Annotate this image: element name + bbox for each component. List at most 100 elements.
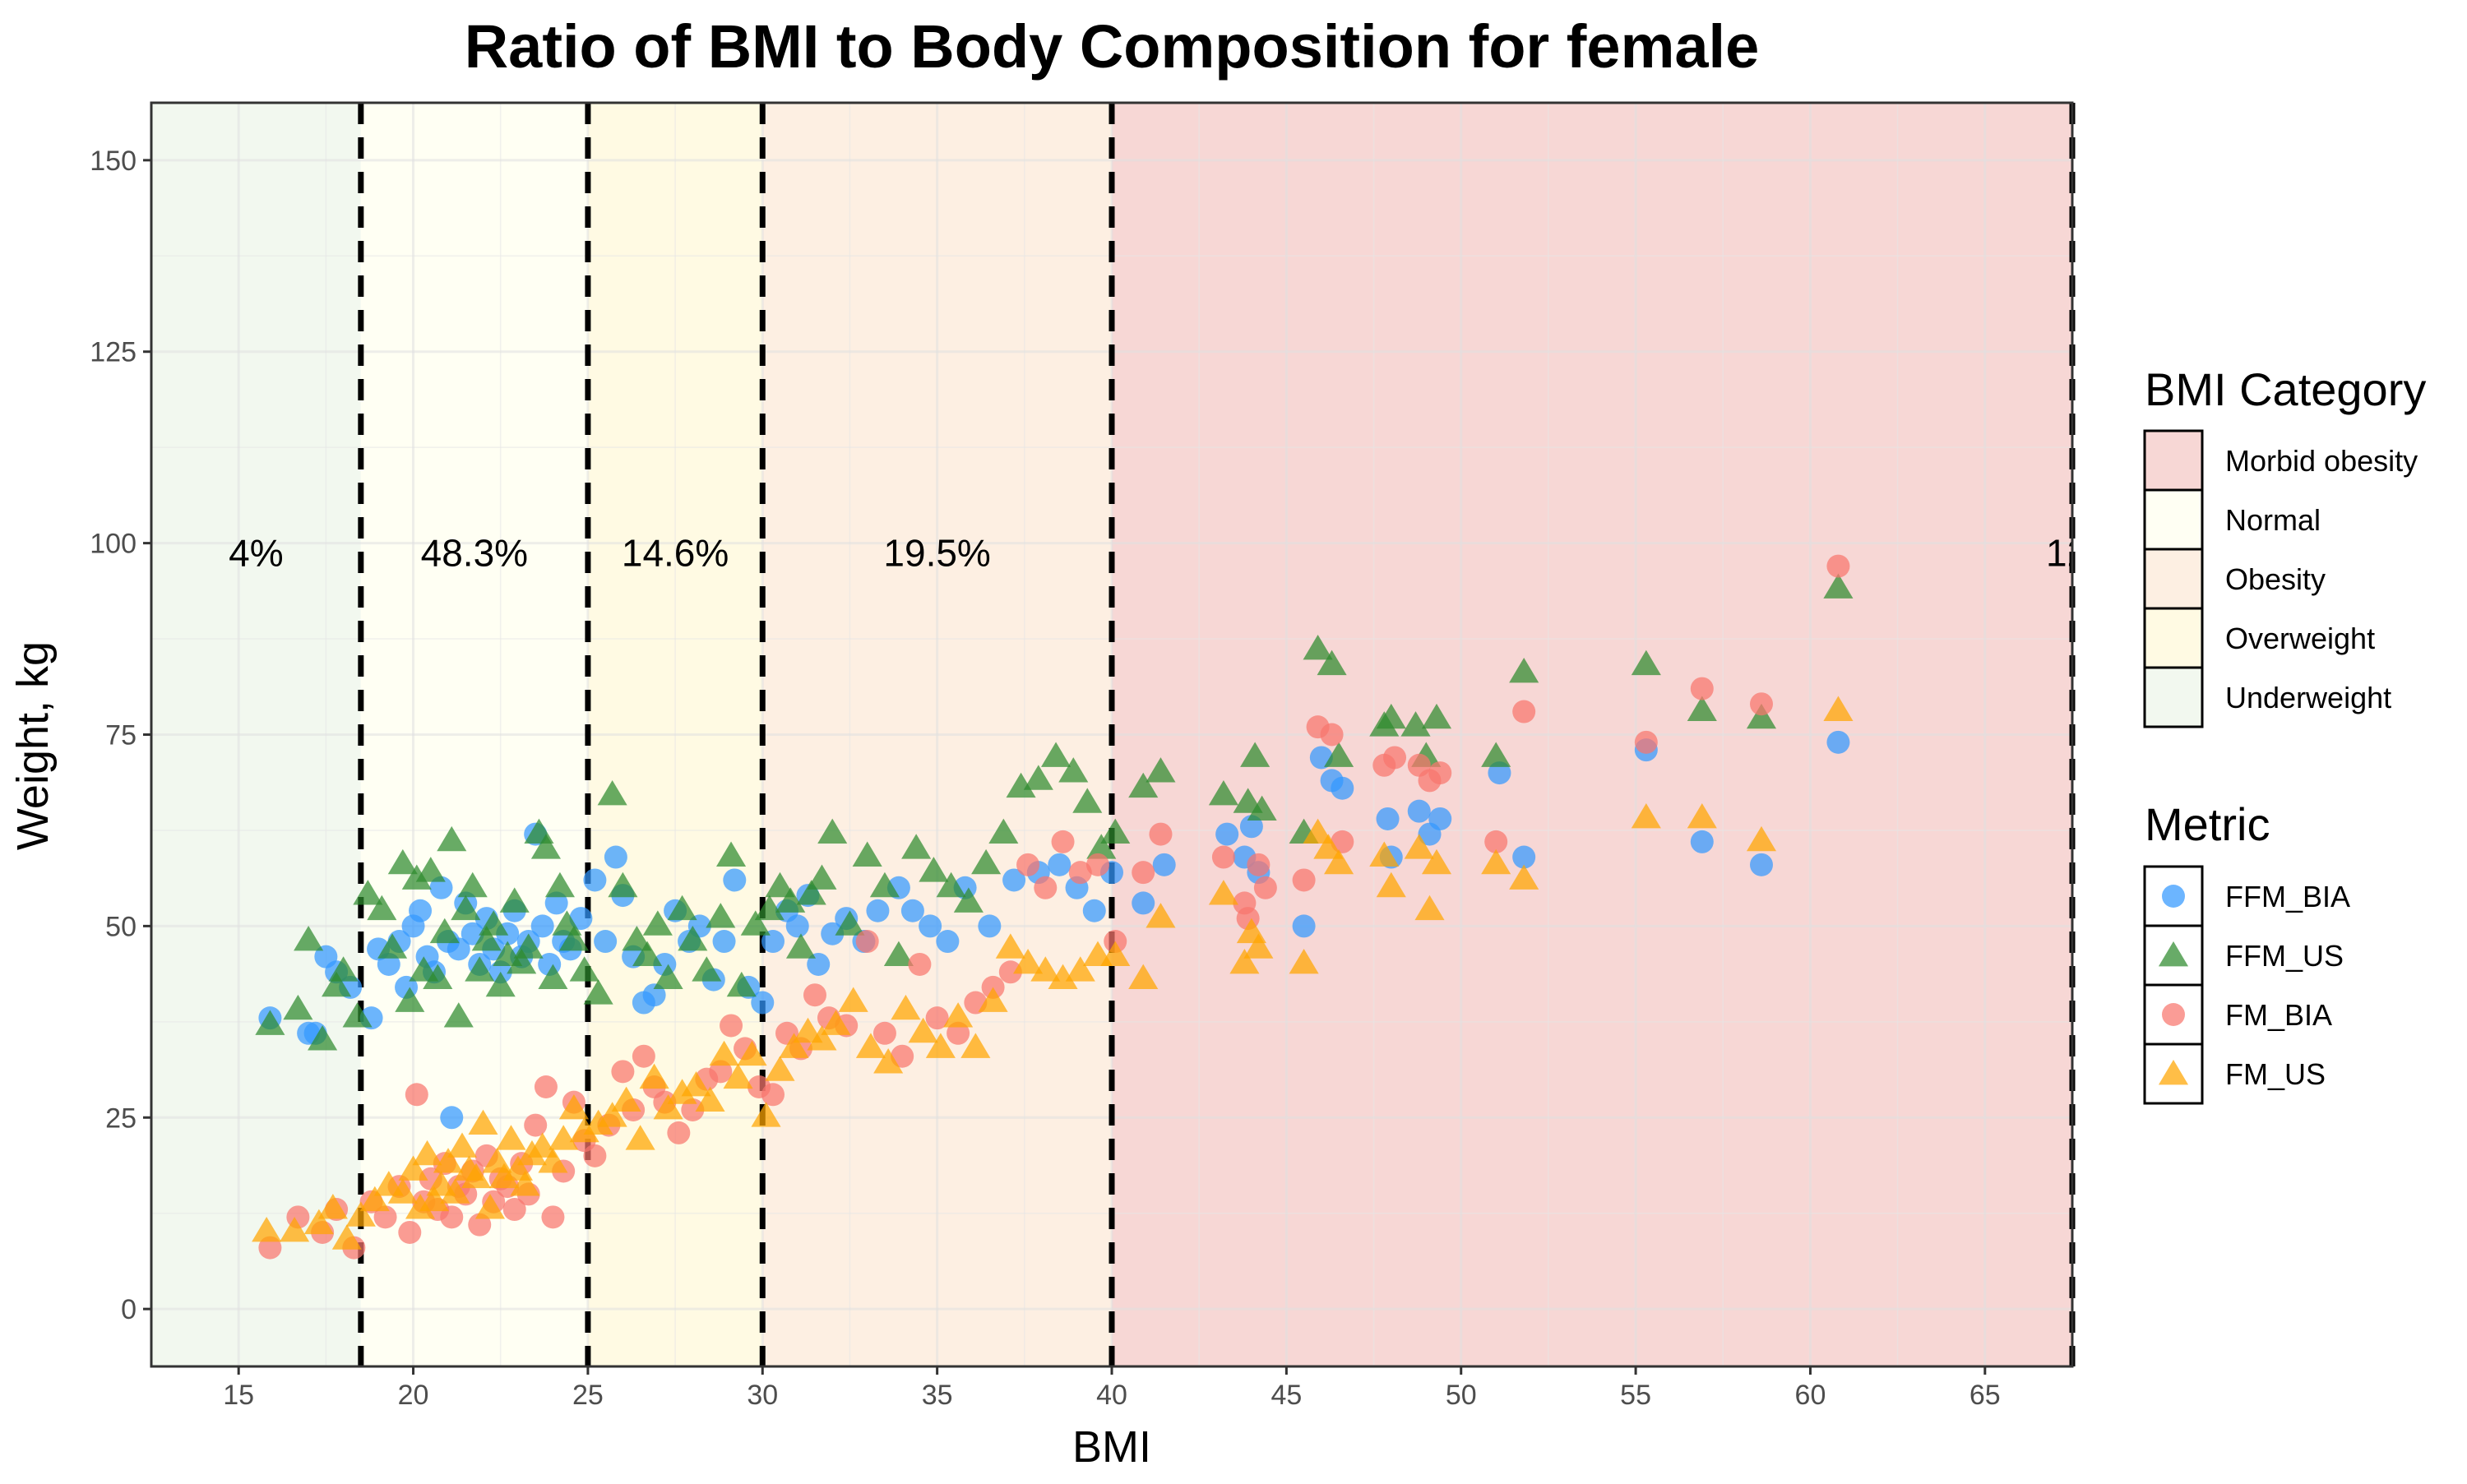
point-ffm_us bbox=[1823, 573, 1854, 599]
y-tick-label: 75 bbox=[105, 720, 137, 751]
point-ffm_bia bbox=[447, 937, 470, 961]
point-fm_bia bbox=[1383, 746, 1407, 770]
point-ffm_us bbox=[1208, 780, 1238, 806]
point-fm_bia bbox=[611, 1060, 635, 1084]
point-fm_bia bbox=[632, 1044, 655, 1068]
point-fm_bia bbox=[709, 1060, 733, 1084]
point-fm_us bbox=[1146, 903, 1176, 928]
category-percent-label: 19.5% bbox=[883, 532, 990, 575]
point-ffm_us bbox=[401, 864, 432, 890]
point-ffm_us bbox=[835, 910, 865, 936]
point-ffm_us bbox=[1040, 742, 1072, 767]
point-ffm_us bbox=[883, 941, 914, 967]
point-ffm_us bbox=[692, 956, 722, 982]
point-fm_us bbox=[280, 1216, 310, 1242]
point-ffm_bia bbox=[712, 930, 736, 954]
point-fm_bia bbox=[925, 1006, 949, 1030]
point-ffm_bia bbox=[1002, 868, 1026, 892]
point-fm_us bbox=[943, 1002, 974, 1028]
point-ffm_us bbox=[678, 926, 708, 951]
point-ffm_bia bbox=[604, 845, 627, 869]
point-ffm_us bbox=[395, 987, 425, 1012]
point-fm_bia bbox=[720, 1014, 743, 1038]
point-fm_us bbox=[838, 987, 868, 1012]
point-fm_us bbox=[538, 1148, 568, 1173]
point-ffm_bia bbox=[429, 876, 453, 899]
point-ffm_us bbox=[740, 910, 771, 936]
point-ffm_us bbox=[869, 871, 900, 898]
point-fm_us bbox=[419, 1186, 450, 1212]
y-tick-label: 50 bbox=[105, 911, 137, 942]
point-ffm_bia bbox=[936, 930, 960, 954]
point-fm_us bbox=[1687, 802, 1717, 829]
legend-triangle-icon bbox=[2158, 941, 2189, 967]
point-fm_us bbox=[695, 1086, 725, 1112]
point-fm_bia bbox=[1428, 761, 1452, 785]
point-ffm_bia bbox=[461, 922, 484, 945]
point-fm_us bbox=[583, 1109, 613, 1135]
point-ffm_us bbox=[377, 933, 408, 959]
point-fm_us bbox=[751, 1102, 781, 1127]
y-tick-label: 100 bbox=[90, 529, 137, 560]
point-fm_us bbox=[488, 1163, 520, 1189]
point-fm_us bbox=[1509, 864, 1539, 890]
point-fm_us bbox=[345, 1201, 376, 1227]
point-fm_us bbox=[779, 1033, 809, 1058]
point-ffm_us bbox=[1128, 772, 1159, 798]
point-ffm_us bbox=[715, 841, 747, 867]
point-ffm_us bbox=[642, 910, 673, 936]
point-ffm_bia bbox=[1376, 807, 1400, 830]
point-fm_us bbox=[960, 1033, 991, 1058]
legend-bmi-title: BMI Category bbox=[2145, 363, 2426, 415]
point-ffm_us bbox=[1086, 834, 1117, 859]
legend-metric-title: Metric bbox=[2145, 798, 2270, 850]
point-ffm_us bbox=[988, 818, 1019, 844]
point-fm_bia bbox=[1034, 876, 1058, 899]
point-fm_bia bbox=[998, 960, 1022, 984]
point-ffm_us bbox=[1247, 795, 1277, 821]
point-ffm_bia bbox=[785, 914, 809, 938]
point-fm_bia bbox=[1051, 830, 1075, 853]
category-percent-label: 12. bbox=[2046, 532, 2099, 575]
point-fm_us bbox=[1823, 696, 1854, 721]
point-fm_bia bbox=[1484, 830, 1508, 853]
point-ffm_us bbox=[471, 926, 502, 951]
y-tick-label: 125 bbox=[90, 337, 137, 368]
point-fm_us bbox=[496, 1125, 526, 1150]
point-ffm_us bbox=[608, 871, 638, 898]
point-ffm_us bbox=[817, 818, 848, 844]
point-fm_bia bbox=[1826, 554, 1850, 578]
point-fm_us bbox=[510, 1171, 540, 1196]
point-fm_us bbox=[1303, 818, 1333, 844]
point-ffm_us bbox=[597, 780, 627, 806]
point-fm_bia bbox=[440, 1205, 464, 1229]
point-ffm_us bbox=[785, 933, 817, 959]
point-ffm_us bbox=[1303, 635, 1333, 660]
point-fm_bia bbox=[1149, 822, 1173, 846]
point-fm_bia bbox=[855, 930, 879, 954]
point-fm_us bbox=[925, 1033, 956, 1058]
legend-key-normal bbox=[2143, 488, 2204, 551]
point-ffm_bia bbox=[1331, 776, 1354, 800]
point-fm_bia bbox=[1068, 861, 1092, 885]
point-ffm_bia bbox=[919, 914, 942, 938]
point-ffm_us bbox=[936, 871, 966, 898]
point-fm_us bbox=[558, 1093, 589, 1120]
point-ffm_us bbox=[1023, 765, 1053, 790]
point-ffm_bia bbox=[1690, 830, 1714, 853]
point-fm_us bbox=[1048, 964, 1078, 989]
point-fm_us bbox=[468, 1109, 498, 1135]
point-fm_us bbox=[737, 1040, 767, 1066]
point-ffm_us bbox=[451, 895, 481, 921]
point-fm_bia bbox=[803, 983, 826, 1007]
point-ffm_us bbox=[622, 926, 652, 951]
point-ffm_bia bbox=[751, 991, 775, 1015]
point-ffm_us bbox=[423, 964, 453, 989]
point-fm_bia bbox=[908, 952, 932, 976]
point-ffm_bia bbox=[1292, 914, 1316, 938]
point-fm_bia bbox=[667, 1121, 691, 1144]
point-fm_us bbox=[1369, 841, 1400, 867]
point-fm_bia bbox=[373, 1205, 397, 1229]
